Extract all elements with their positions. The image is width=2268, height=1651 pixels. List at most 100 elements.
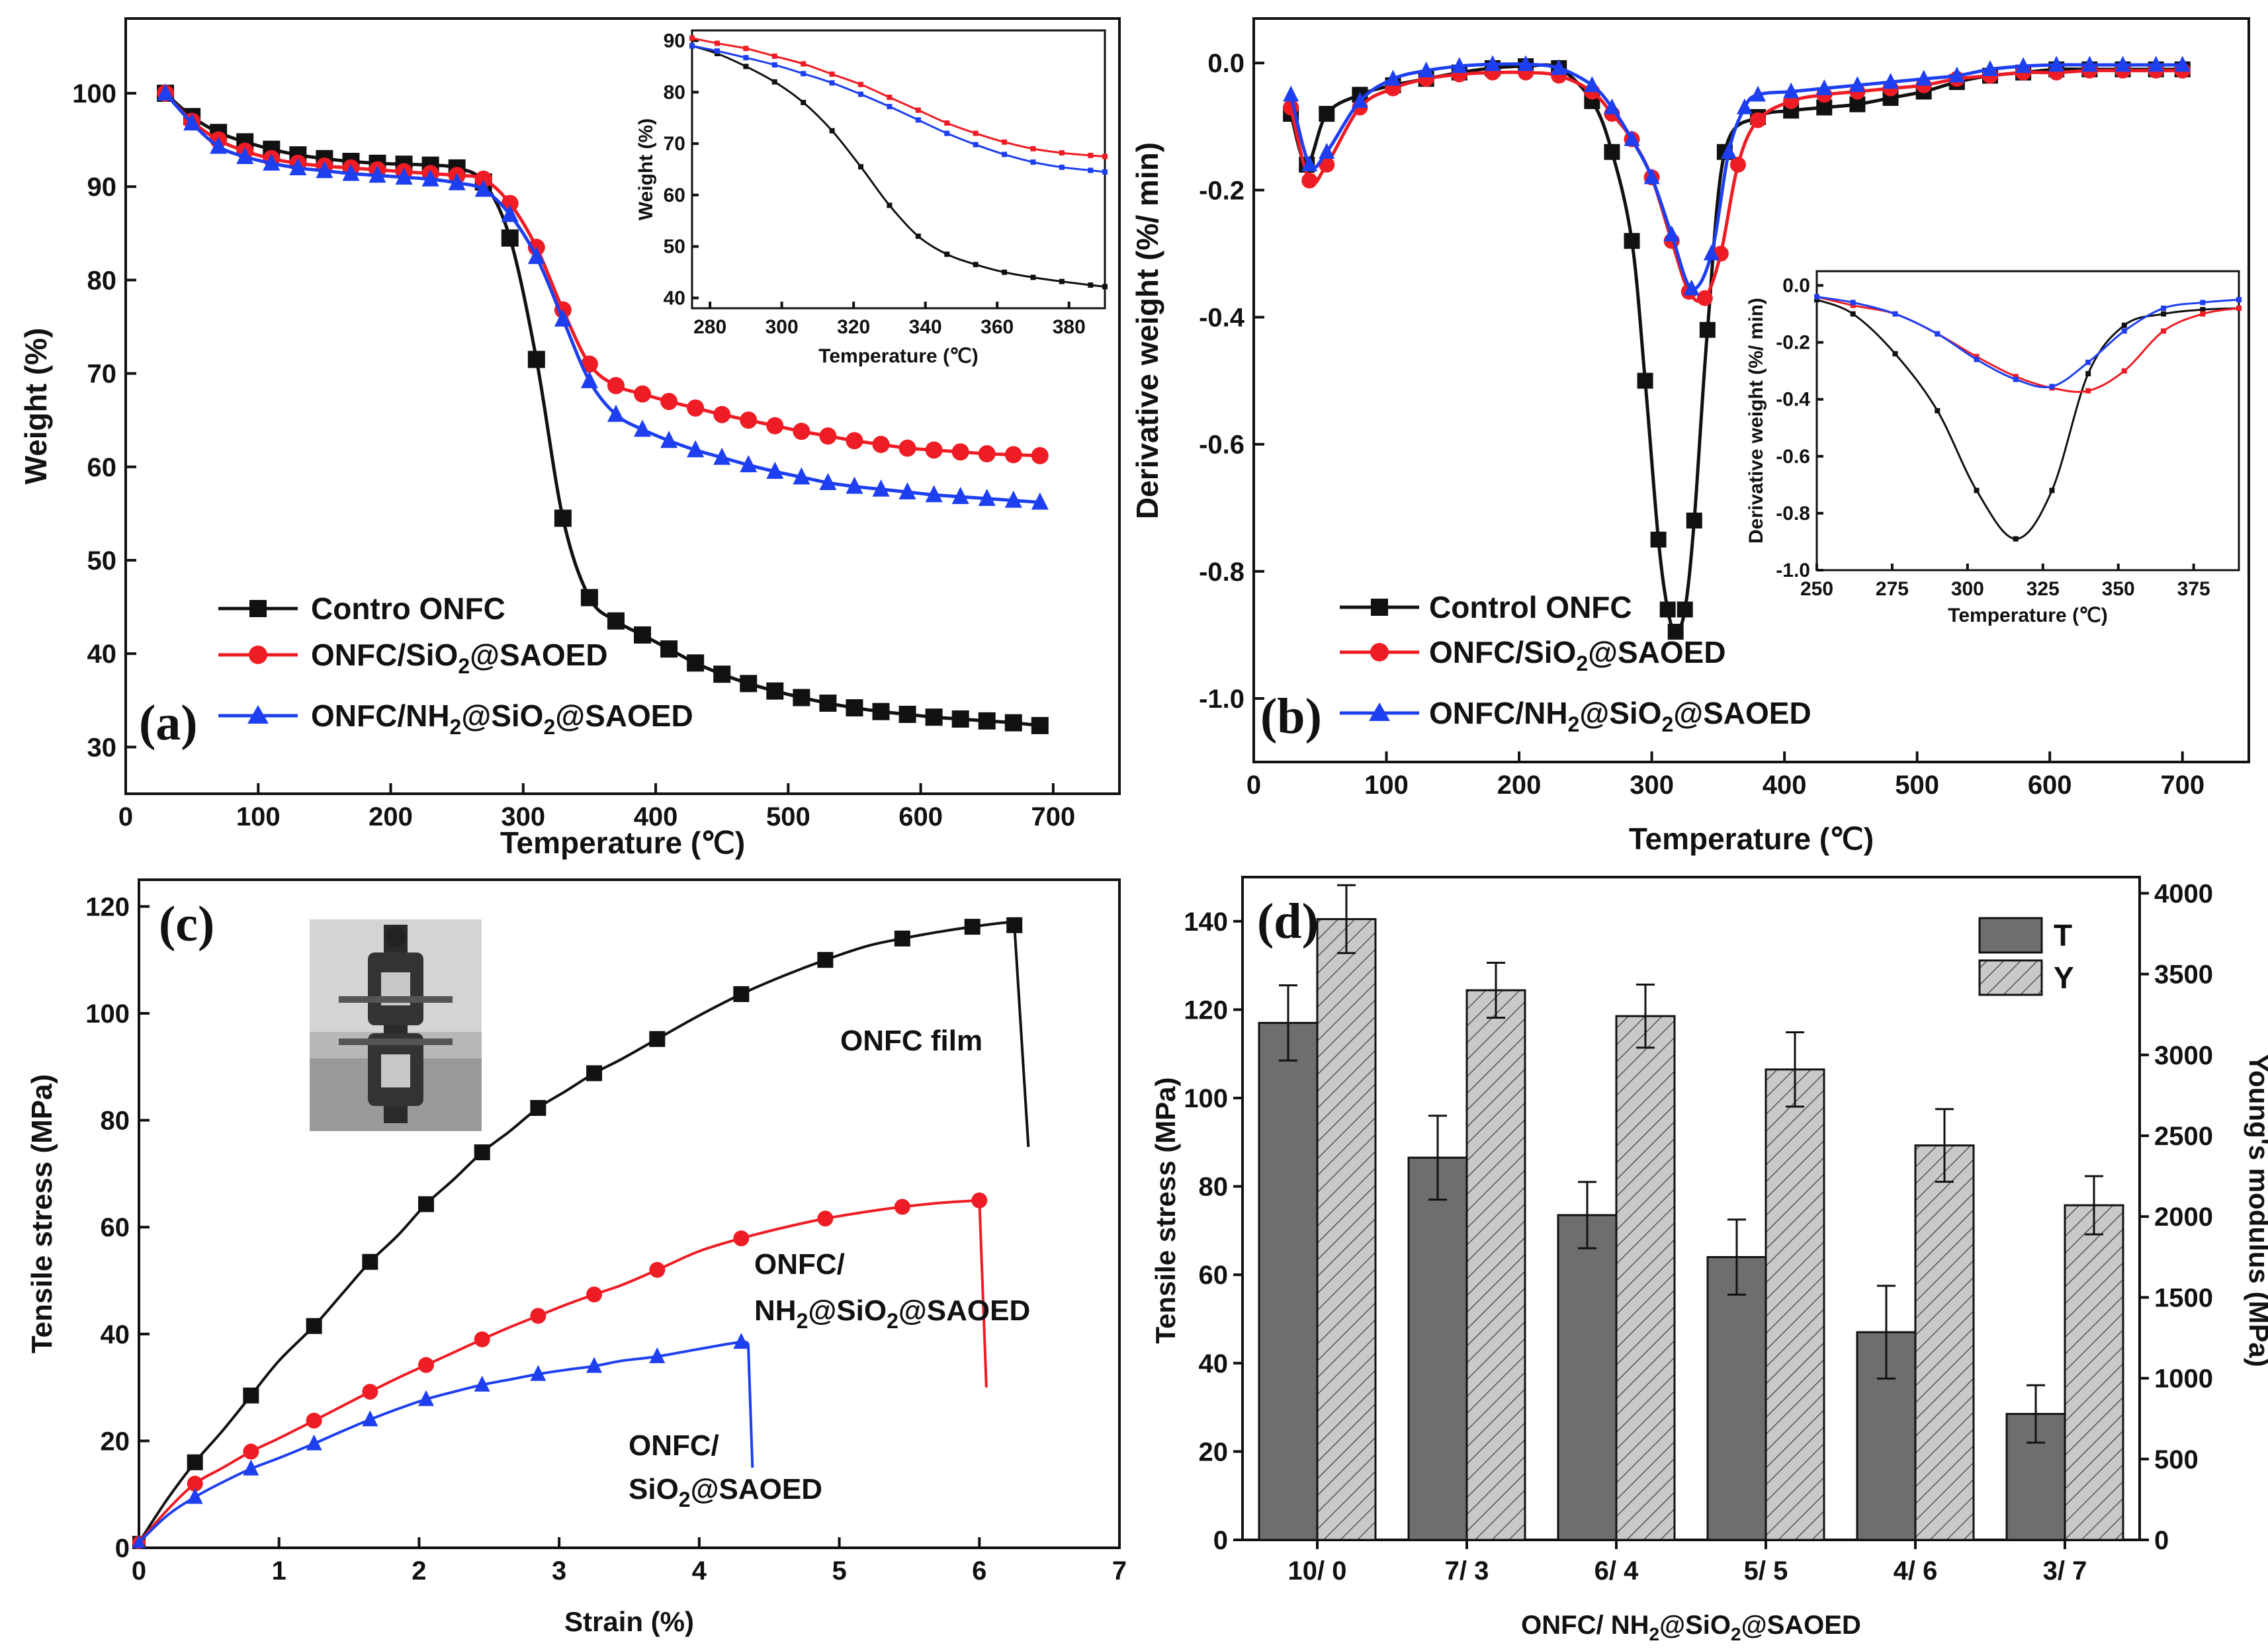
inset-point bbox=[1002, 139, 1008, 145]
data-point-circle bbox=[660, 392, 678, 410]
data-point-triangle bbox=[289, 157, 307, 175]
inset-point bbox=[944, 130, 950, 136]
y-tick-label: 120 bbox=[85, 892, 130, 921]
data-point-triangle bbox=[1518, 55, 1534, 71]
panel-d-x-ticks: 10/ 0 7/ 3 6/ 4 5/ 5 4/ 6 3/ 7 bbox=[1288, 1540, 2087, 1586]
data-point-circle bbox=[1750, 112, 1766, 128]
data-point-square bbox=[649, 1031, 666, 1047]
x-tick-label: 700 bbox=[1031, 802, 1075, 831]
data-point-circle bbox=[649, 1261, 666, 1278]
data-point-square bbox=[733, 986, 750, 1002]
data-point-triangle bbox=[243, 1459, 259, 1476]
data-point-triangle bbox=[421, 169, 439, 187]
inset-point bbox=[2049, 384, 2055, 390]
inset-point bbox=[1935, 407, 1941, 413]
bar-T bbox=[1557, 1214, 1618, 1541]
y-tick-label: -0.4 bbox=[1199, 304, 1245, 333]
bar-T bbox=[1258, 1021, 1319, 1541]
inset-point bbox=[2049, 487, 2055, 493]
data-point-triangle bbox=[2174, 56, 2191, 72]
y-tick-label: -0.8 bbox=[1776, 503, 1810, 525]
inset-point bbox=[1892, 311, 1898, 317]
x-tick-label: 300 bbox=[501, 802, 545, 831]
x-tick-label: 4 bbox=[692, 1556, 707, 1586]
data-point-triangle bbox=[530, 1365, 546, 1381]
inset-point bbox=[714, 48, 720, 54]
y-tick-label: 20 bbox=[1199, 1437, 1229, 1466]
panel-d-label: (d) bbox=[1257, 894, 1319, 949]
data-point-triangle bbox=[1982, 60, 1998, 77]
y-tick-label: -0.6 bbox=[1199, 431, 1244, 460]
data-point-triangle bbox=[418, 1390, 435, 1406]
data-point-square bbox=[1624, 233, 1640, 249]
data-point-circle bbox=[819, 427, 837, 445]
inset-point bbox=[743, 46, 749, 52]
inset-line-1 bbox=[691, 37, 1106, 158]
legend-label-control-onfc: Control ONFC bbox=[1429, 590, 1632, 624]
data-point-triangle bbox=[1882, 73, 1899, 89]
panel-d-legend: T Y bbox=[1978, 917, 2074, 996]
inset-point bbox=[2013, 376, 2019, 382]
data-point-square bbox=[951, 710, 969, 728]
inset-point bbox=[973, 261, 979, 267]
data-point-triangle bbox=[1683, 279, 1700, 296]
x-tick-label: 1 bbox=[272, 1556, 286, 1586]
data-point-circle bbox=[306, 1412, 322, 1429]
data-point-square bbox=[607, 612, 625, 630]
inset-point bbox=[2121, 368, 2127, 374]
x-tick-label: 600 bbox=[898, 802, 943, 831]
data-point-triangle bbox=[554, 309, 572, 327]
data-point-square bbox=[1319, 106, 1335, 122]
y2-tick-label: 1000 bbox=[2154, 1365, 2213, 1394]
y-tick-label: 140 bbox=[1184, 908, 1228, 937]
data-point-circle bbox=[817, 1210, 834, 1227]
data-point-circle bbox=[894, 1199, 910, 1215]
panel-b-inset-y-label: Derivative weight (%/ min) bbox=[1745, 298, 1767, 544]
inset-point bbox=[1102, 284, 1108, 290]
y-tick-label: 100 bbox=[72, 79, 116, 108]
series-line-1 bbox=[1289, 69, 2183, 304]
x-tick-label: 340 bbox=[909, 316, 942, 338]
bar-T bbox=[1407, 1156, 1468, 1541]
data-point-triangle bbox=[766, 461, 784, 479]
legend-marker-circle bbox=[1370, 643, 1389, 661]
data-point-circle bbox=[474, 170, 492, 188]
y2-tick-label: 3500 bbox=[2154, 960, 2213, 990]
data-point-triangle bbox=[157, 83, 175, 101]
data-point-triangle bbox=[1948, 66, 1965, 83]
legend-marker-triangle bbox=[247, 705, 269, 724]
data-point-circle bbox=[971, 1192, 988, 1208]
data-point-triangle bbox=[846, 476, 863, 494]
data-point-square bbox=[740, 675, 758, 693]
data-point-square bbox=[1659, 601, 1676, 618]
x-tick-label: 7/ 3 bbox=[1445, 1556, 1489, 1586]
panel-c-x-ticks: 0 1 2 3 4 5 6 7 bbox=[132, 1537, 1127, 1586]
inset-point bbox=[714, 40, 720, 46]
data-point-triangle bbox=[236, 147, 254, 165]
inset-point bbox=[1892, 351, 1898, 357]
inset-point bbox=[858, 91, 864, 97]
data-point-triangle bbox=[649, 1347, 666, 1363]
data-point-circle bbox=[243, 1443, 259, 1460]
legend-label-contro-onfc: Contro ONFC bbox=[311, 591, 505, 626]
y-tick-label: 20 bbox=[101, 1427, 130, 1456]
x-tick-label: 100 bbox=[236, 802, 281, 831]
y-tick-label: 60 bbox=[664, 185, 685, 206]
data-point-triangle bbox=[448, 173, 466, 190]
inset-point bbox=[858, 164, 864, 170]
panel-c-y-ticks: 0 20 40 60 80 100 120 bbox=[85, 892, 150, 1563]
data-point-circle bbox=[925, 441, 943, 459]
data-point-triangle bbox=[1451, 57, 1467, 73]
data-point-circle bbox=[872, 435, 890, 453]
inset-point bbox=[1974, 357, 1980, 362]
y-tick-label: 60 bbox=[101, 1213, 130, 1242]
y-tick-label: 0.0 bbox=[1207, 49, 1244, 78]
data-point-circle bbox=[951, 443, 969, 461]
inset-point bbox=[2121, 322, 2127, 328]
data-point-circle bbox=[586, 1287, 603, 1303]
data-point-triangle bbox=[580, 370, 598, 388]
x-tick-label: 200 bbox=[1497, 771, 1542, 800]
data-point-triangle bbox=[1849, 76, 1866, 93]
data-point-triangle bbox=[1750, 85, 1766, 102]
data-point-triangle bbox=[793, 467, 810, 485]
